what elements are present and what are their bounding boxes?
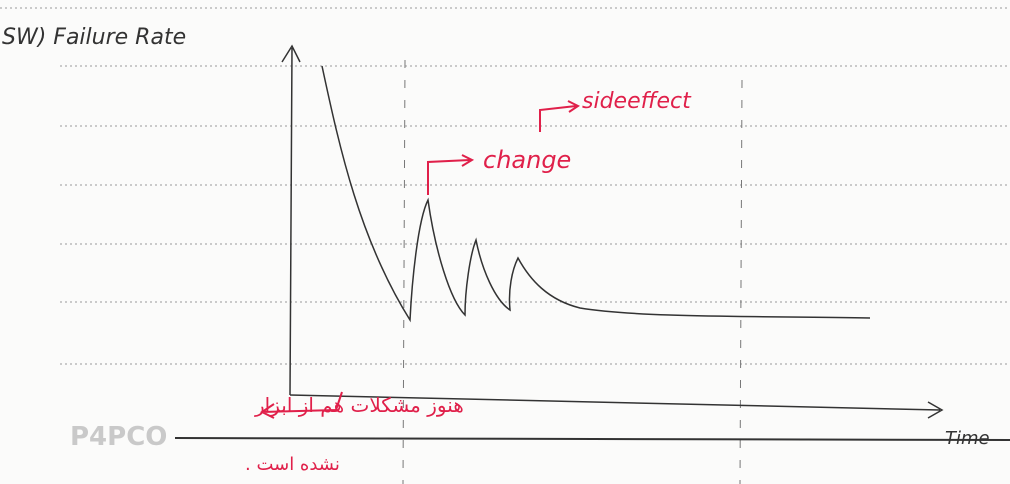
notebook-page: P4PCO SW) Failure Rate change sideeffect… [0,0,1010,484]
paper [0,0,1010,484]
watermark: P4PCO [70,422,167,452]
title: SW) Failure Rate [2,25,186,50]
note: نشده است . [245,454,340,475]
change-label: change [483,146,571,174]
x-axis-label: Time [945,428,990,449]
side-effect-label: sideeffect [582,89,692,114]
note: هنوز مشکلات هم از ابزار [254,393,464,417]
